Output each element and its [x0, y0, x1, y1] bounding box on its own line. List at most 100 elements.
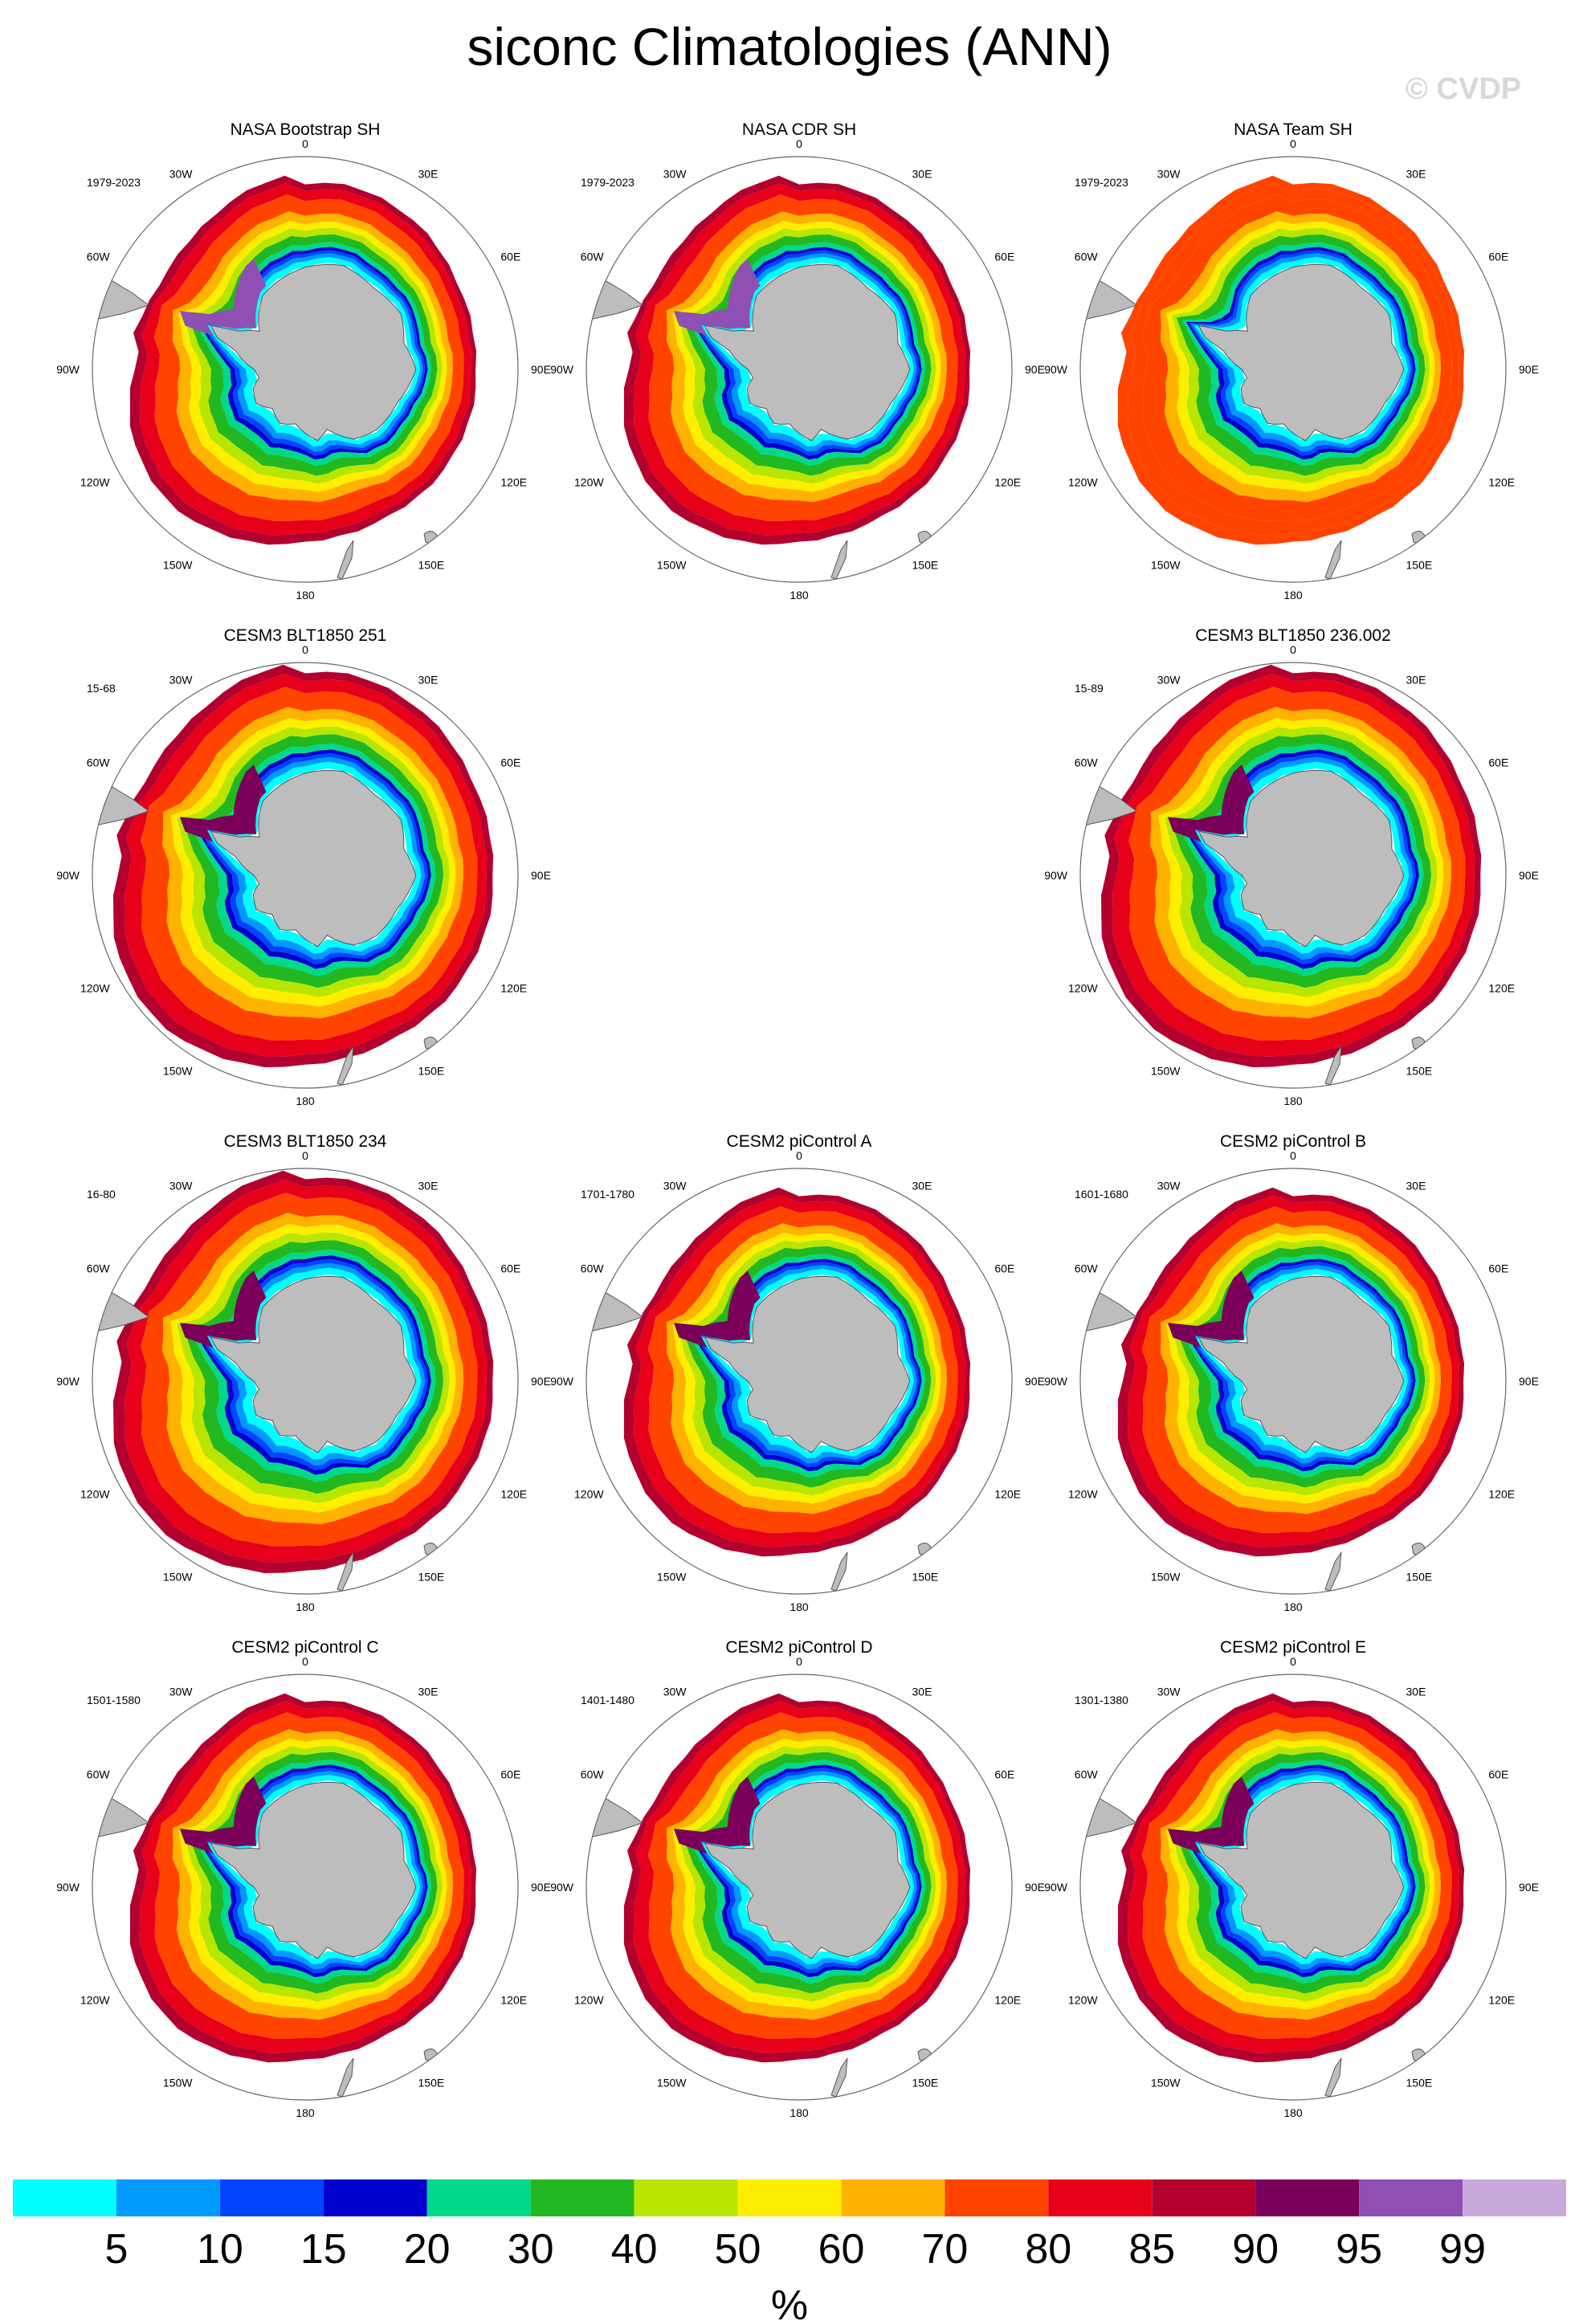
longitude-label: 60W	[581, 251, 605, 263]
antarctica-landmass	[210, 264, 417, 442]
longitude-label: 120W	[80, 476, 110, 489]
colorbar-box	[1048, 2179, 1153, 2216]
colorbar-tick-label: 30	[508, 2226, 554, 2273]
longitude-label: 30E	[418, 168, 439, 181]
longitude-label: 90W	[56, 363, 80, 376]
polar-map: CESM2 piControl D 1401-1480 0 30E 60E 90E 120E…	[550, 1638, 1045, 2119]
longitude-label: 90E	[531, 363, 551, 376]
map-boundary-circle	[1079, 1168, 1507, 1595]
panel-title: CESM3 BLT1850 234	[224, 1132, 387, 1151]
longitude-label: 180	[790, 1600, 809, 1613]
longitude-label: 120W	[1068, 1994, 1098, 2007]
map-panel: CESM3 BLT1850 236.002 15-89 0 30E 60E 90E 120E…	[1036, 618, 1550, 1132]
longitude-label: 60E	[1488, 756, 1508, 769]
colorbar-tick-label: 20	[404, 2226, 451, 2273]
weddell-high-ice	[1167, 1270, 1255, 1348]
longitude-label: 120E	[500, 982, 527, 995]
new-zealand-landmass	[337, 2057, 354, 2098]
weddell-high-ice	[179, 1776, 267, 1854]
colorbar-box	[1152, 2179, 1256, 2216]
longitude-label: 0	[302, 1149, 308, 1162]
antarctica-landmass	[704, 264, 911, 442]
antarctica-landmass	[210, 1276, 417, 1454]
map-panel: CESM3 BLT1850 234 16-80 0 30E 60E 90E 120E 150E…	[48, 1124, 562, 1638]
longitude-label: 120W	[1068, 1488, 1098, 1501]
ice-band	[205, 761, 422, 954]
panel-title: CESM2 piControl B	[1220, 1132, 1366, 1151]
weddell-high-ice	[179, 259, 267, 336]
weddell-high-ice	[179, 1270, 267, 1348]
new-zealand-landmass	[1324, 540, 1342, 580]
longitude-label: 0	[302, 643, 308, 656]
longitude-label: 120E	[994, 476, 1021, 489]
panel-title: CESM2 piControl A	[727, 1132, 872, 1151]
new-zealand-landmass	[830, 540, 848, 580]
polar-map: CESM2 piControl A 1701-1780 0 30E 60E 90E 120E…	[550, 1132, 1045, 1613]
longitude-label: 30W	[1157, 674, 1181, 687]
map-panel: NASA Team SH 1979-2023 0 30E 60E 90E 120E 150E 1…	[1036, 112, 1550, 626]
longitude-label: 90W	[56, 1881, 80, 1894]
longitude-label: 60E	[994, 1768, 1014, 1781]
panel-title: CESM3 BLT1850 236.002	[1195, 626, 1391, 645]
panel-period: 1979-2023	[1075, 176, 1128, 189]
longitude-label: 120W	[1068, 476, 1098, 489]
longitude-label: 90W	[56, 869, 80, 882]
longitude-label: 30W	[1157, 1686, 1181, 1698]
longitude-label: 30E	[418, 1686, 439, 1698]
south-america-landmass	[1083, 1284, 1138, 1332]
longitude-label: 180	[1283, 1095, 1303, 1107]
colorbar-box	[1359, 2179, 1463, 2216]
longitude-label: 150W	[1151, 558, 1181, 571]
panel-period: 1979-2023	[87, 176, 141, 189]
sea-ice-field	[1083, 1187, 1465, 1592]
longitude-label: 150W	[163, 1064, 193, 1077]
new-zealand-landmass	[1324, 1551, 1342, 1592]
map-boundary-circle	[92, 662, 519, 1089]
longitude-label: 0	[796, 137, 802, 150]
longitude-label: 90E	[531, 1881, 551, 1894]
longitude-label: 30E	[912, 168, 932, 181]
longitude-label: 120E	[1488, 982, 1515, 995]
longitude-label: 30E	[912, 1686, 932, 1698]
panel-period: 15-68	[87, 682, 116, 695]
longitude-label: 90E	[1025, 1881, 1045, 1894]
map-panel: CESM2 piControl C 1501-1580 0 30E 60E 90E 120E…	[48, 1630, 562, 2144]
longitude-label: 150E	[912, 1570, 939, 1583]
longitude-label: 180	[1283, 1600, 1303, 1613]
longitude-label: 120W	[574, 476, 604, 489]
sea-ice-field	[95, 664, 494, 1086]
antarctica-landmass	[704, 1276, 911, 1454]
map-panel: CESM2 piControl B 1601-1680 0 30E 60E 90E 120E…	[1036, 1124, 1550, 1638]
colorbar-box	[219, 2179, 324, 2216]
longitude-label: 150W	[657, 1570, 687, 1583]
longitude-label: 90W	[1044, 1881, 1068, 1894]
longitude-label: 180	[296, 589, 315, 601]
longitude-label: 60W	[581, 1262, 605, 1275]
weddell-high-ice	[673, 1776, 761, 1854]
panel-title: CESM2 piControl C	[231, 1638, 378, 1657]
colorbar-box	[1463, 2179, 1566, 2216]
colorbar-tick-label: 50	[715, 2226, 761, 2273]
south-america-landmass	[1083, 1790, 1138, 1838]
colorbar-tick-label: 90	[1232, 2226, 1279, 2273]
sea-ice-field	[1083, 664, 1482, 1086]
sea-ice-field	[95, 1170, 494, 1592]
longitude-label: 150E	[912, 558, 939, 571]
map-boundary-circle	[1079, 662, 1507, 1089]
longitude-label: 120E	[500, 476, 527, 489]
map-boundary-circle	[92, 156, 519, 583]
map-panel: CESM3 BLT1850 251 15-68 0 30E 60E 90E 120E 150E…	[48, 618, 562, 1132]
longitude-label: 120E	[1488, 476, 1515, 489]
panel-period: 1501-1580	[87, 1694, 141, 1706]
longitude-label: 30E	[1406, 1180, 1426, 1193]
longitude-label: 30W	[169, 1686, 194, 1698]
longitude-label: 0	[1290, 1149, 1296, 1162]
longitude-label: 90E	[1519, 869, 1539, 882]
polar-map: NASA Bootstrap SH 1979-2023 0 30E 60E 90E 120E…	[56, 120, 551, 601]
colorbar-tick-label: 15	[300, 2226, 347, 2273]
ice-band	[205, 1267, 422, 1460]
colorbar-box	[426, 2179, 531, 2216]
longitude-label: 180	[790, 589, 809, 601]
longitude-label: 150W	[163, 2076, 193, 2089]
longitude-label: 60E	[500, 251, 520, 263]
